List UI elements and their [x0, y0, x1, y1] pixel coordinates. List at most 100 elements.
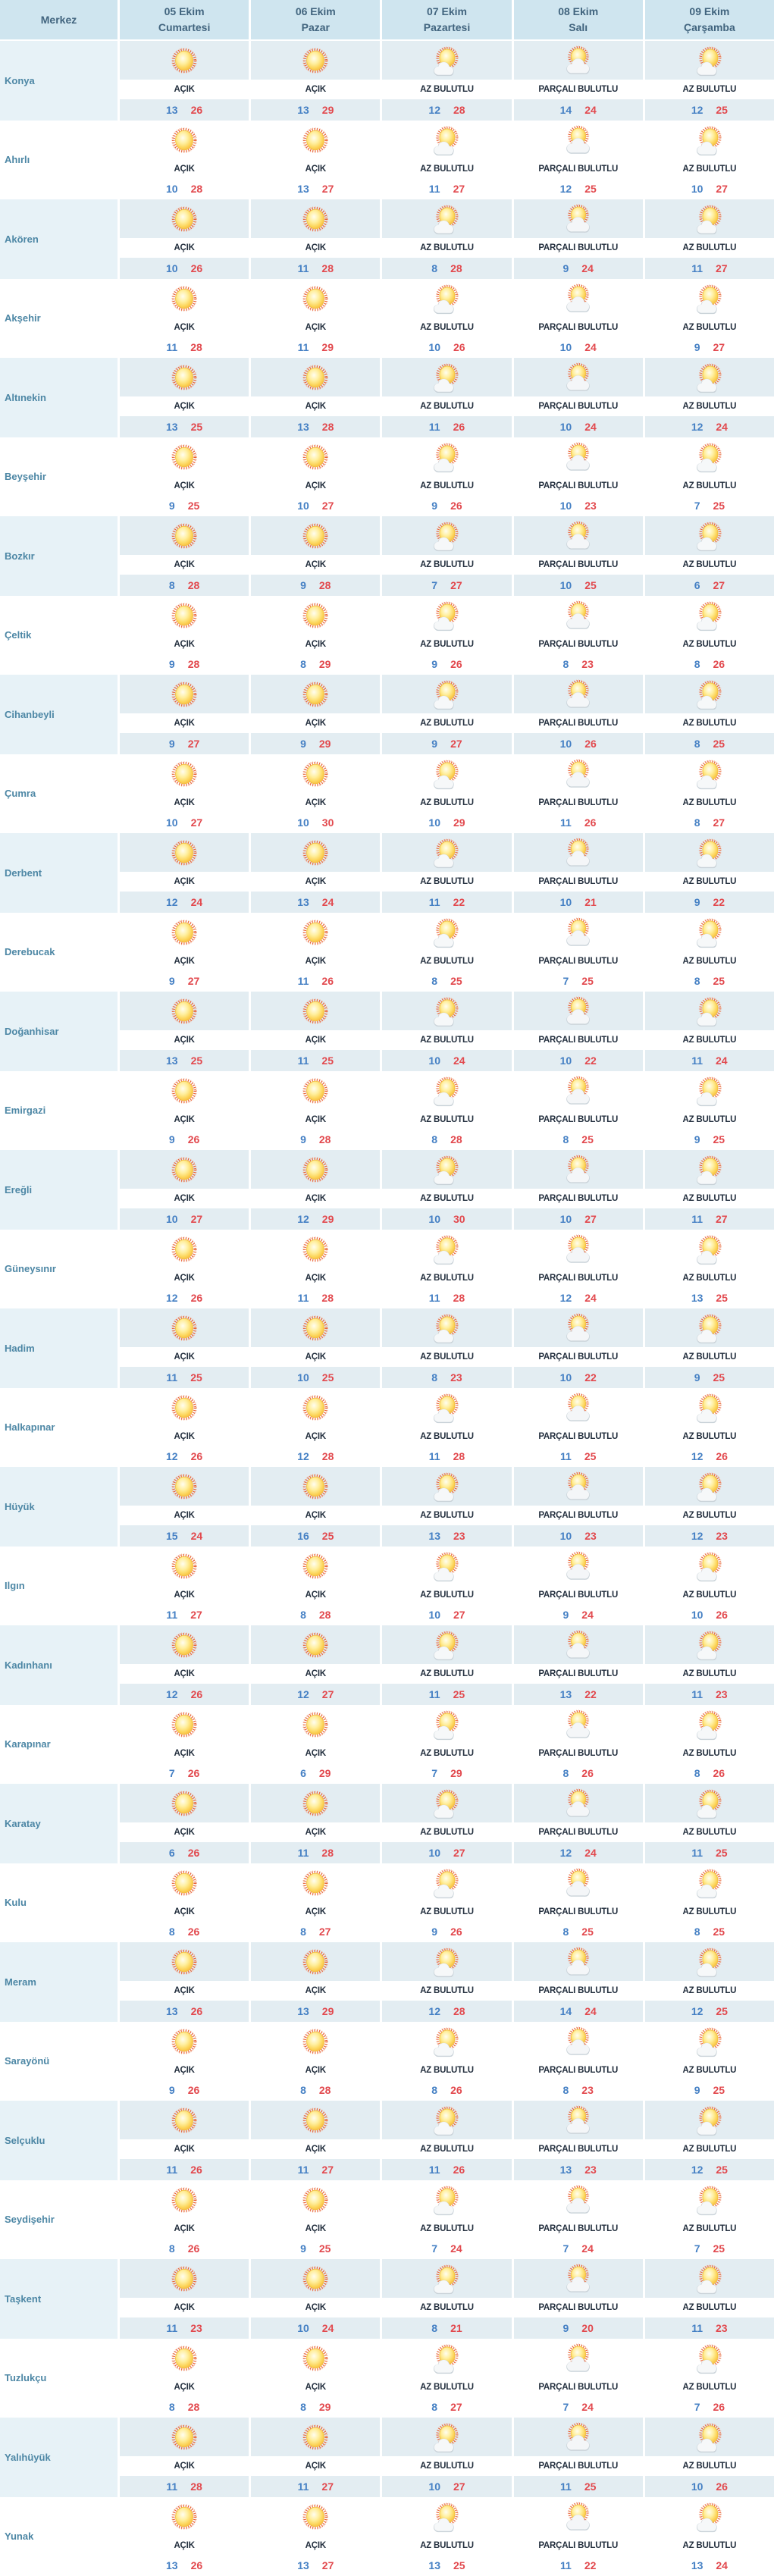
sun-behind-cloud-icon [562, 1152, 595, 1187]
forecast-cell: AÇIK 13 28 [249, 358, 380, 437]
max-temp: 22 [584, 2559, 597, 2571]
weather-icon [514, 913, 643, 951]
condition-label: PARÇALI BULUTLU [514, 2377, 643, 2397]
district-name-link[interactable]: Doğanhisar [0, 992, 118, 1071]
condition-label: AÇIK [120, 2139, 249, 2159]
forecast-cell: AZ BULUTLU 11 25 [643, 1784, 774, 1863]
forecast-cell: AÇIK 8 29 [249, 2339, 380, 2418]
temperature-pair: 13 22 [514, 1684, 643, 1705]
district-name-link[interactable]: Ilgın [0, 1547, 118, 1626]
weather-icon [120, 1388, 249, 1427]
district-name-link[interactable]: Güneysınır [0, 1230, 118, 1309]
temperature-pair: 8 28 [382, 1130, 511, 1151]
district-name-link[interactable]: Selçuklu [0, 2101, 118, 2180]
condition-label: AÇIK [120, 793, 249, 813]
weather-icon [251, 2418, 380, 2456]
max-temp: 24 [584, 104, 597, 116]
temperature-pair: 12 28 [382, 99, 511, 121]
district-name-link[interactable]: Yunak [0, 2497, 118, 2576]
condition-label: AÇIK [120, 635, 249, 654]
district-name-link[interactable]: Ahırlı [0, 121, 118, 200]
max-temp: 26 [188, 1926, 200, 1938]
min-temp: 13 [560, 2164, 572, 2176]
district-name-link[interactable]: Karatay [0, 1784, 118, 1863]
district-name-link[interactable]: Tuzlukçu [0, 2339, 118, 2418]
temperature-pair: 11 24 [645, 1050, 774, 1071]
forecast-cell: AÇIK 11 28 [249, 199, 380, 279]
district-name-link[interactable]: Kulu [0, 1863, 118, 1943]
min-temp: 12 [691, 2005, 703, 2017]
temperature-pair: 8 27 [645, 813, 774, 834]
district-name-link[interactable]: Akşehir [0, 279, 118, 359]
district-name-link[interactable]: Yalıhüyük [0, 2418, 118, 2497]
district-name-link[interactable]: Taşkent [0, 2259, 118, 2339]
district-name-link[interactable]: Meram [0, 1942, 118, 2022]
weather-icon [251, 754, 380, 793]
district-name-link[interactable]: Derebucak [0, 913, 118, 992]
forecast-cell: AZ BULUTLU 8 28 [380, 199, 511, 279]
district-name-link[interactable]: Karapınar [0, 1705, 118, 1785]
forecast-cell: PARÇALI BULUTLU 10 24 [512, 279, 643, 359]
max-temp: 24 [716, 1055, 728, 1067]
temperature-pair: 9 27 [120, 733, 249, 754]
temperature-pair: 13 24 [251, 892, 380, 913]
district-name-link[interactable]: Hüyük [0, 1467, 118, 1547]
weather-icon [514, 833, 643, 872]
weather-icon [514, 1942, 643, 1981]
min-temp: 12 [691, 1530, 703, 1542]
sun-small-cloud-icon [430, 43, 463, 78]
district-name-link[interactable]: Konya [0, 41, 118, 121]
weather-icon [514, 1547, 643, 1585]
forecast-cell: AZ BULUTLU 10 26 [643, 1547, 774, 1626]
district-name-link[interactable]: Çeltik [0, 596, 118, 675]
forecast-cell: AÇIK 10 27 [118, 754, 249, 834]
temperature-pair: 11 27 [251, 2476, 380, 2497]
district-name-link[interactable]: Derbent [0, 833, 118, 913]
sun-small-cloud-icon [693, 1549, 726, 1584]
temperature-pair: 9 26 [120, 1130, 249, 1151]
weather-icon [120, 596, 249, 635]
sun-behind-cloud-icon [562, 2341, 595, 2376]
condition-label: AÇIK [120, 2456, 249, 2476]
district-name-link[interactable]: Ereğli [0, 1150, 118, 1230]
weather-icon [514, 1467, 643, 1506]
forecast-cell: AÇIK 10 24 [249, 2259, 380, 2339]
district-name-link[interactable]: Akören [0, 199, 118, 279]
forecast-cell: AÇIK 10 28 [118, 121, 249, 200]
district-name-link[interactable]: Bozkır [0, 516, 118, 596]
min-temp: 10 [560, 1530, 572, 1542]
temperature-pair: 12 25 [645, 2001, 774, 2022]
district-name-link[interactable]: Beyşehir [0, 437, 118, 517]
district-name-link[interactable]: Çumra [0, 754, 118, 834]
weather-icon [120, 2339, 249, 2377]
sun-small-cloud-icon [693, 1152, 726, 1187]
temperature-pair: 7 26 [120, 1763, 249, 1785]
district-name-link[interactable]: Halkapınar [0, 1388, 118, 1468]
condition-label: AÇIK [120, 159, 249, 179]
district-name-link[interactable]: Seydişehir [0, 2180, 118, 2260]
min-temp: 12 [166, 1450, 178, 1462]
district-name-link[interactable]: Altınekin [0, 358, 118, 437]
condition-label: AÇIK [251, 1427, 380, 1446]
temperature-pair: 10 27 [382, 1842, 511, 1863]
temperature-pair: 10 23 [514, 496, 643, 517]
district-name-link[interactable]: Cihanbeyli [0, 675, 118, 754]
weather-icon [251, 1388, 380, 1427]
district-name-link[interactable]: Emirgazi [0, 1071, 118, 1151]
weather-icon [120, 1863, 249, 1902]
min-temp: 8 [431, 2322, 437, 2334]
district-name-link[interactable]: Kadınhanı [0, 1625, 118, 1705]
district-name-link[interactable]: Hadim [0, 1308, 118, 1388]
weather-icon [514, 1863, 643, 1902]
condition-label: AZ BULUTLU [382, 1347, 511, 1367]
weather-icon [120, 41, 249, 80]
forecast-cell: AZ BULUTLU 13 23 [380, 1467, 511, 1547]
max-temp: 25 [190, 1371, 202, 1384]
condition-label: AZ BULUTLU [645, 555, 774, 575]
max-temp: 28 [453, 2005, 465, 2017]
condition-label: AÇIK [120, 1189, 249, 1208]
condition-label: AÇIK [251, 1268, 380, 1288]
max-temp: 27 [713, 816, 725, 829]
max-temp: 22 [584, 1055, 597, 1067]
district-name-link[interactable]: Sarayönü [0, 2022, 118, 2101]
